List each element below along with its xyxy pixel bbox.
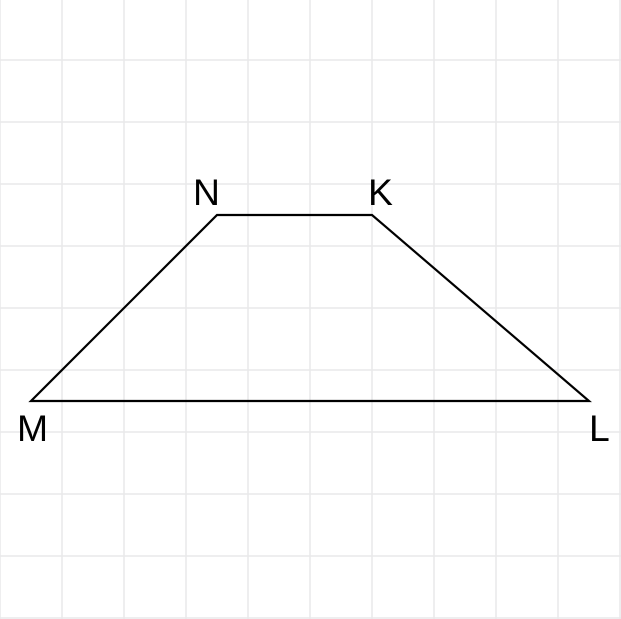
vertex-label-l: L — [589, 407, 610, 449]
geometry-diagram: N K M L — [0, 0, 621, 619]
vertex-label-m: M — [17, 407, 48, 449]
vertex-label-n: N — [193, 171, 220, 213]
vertex-label-k: K — [368, 171, 393, 213]
